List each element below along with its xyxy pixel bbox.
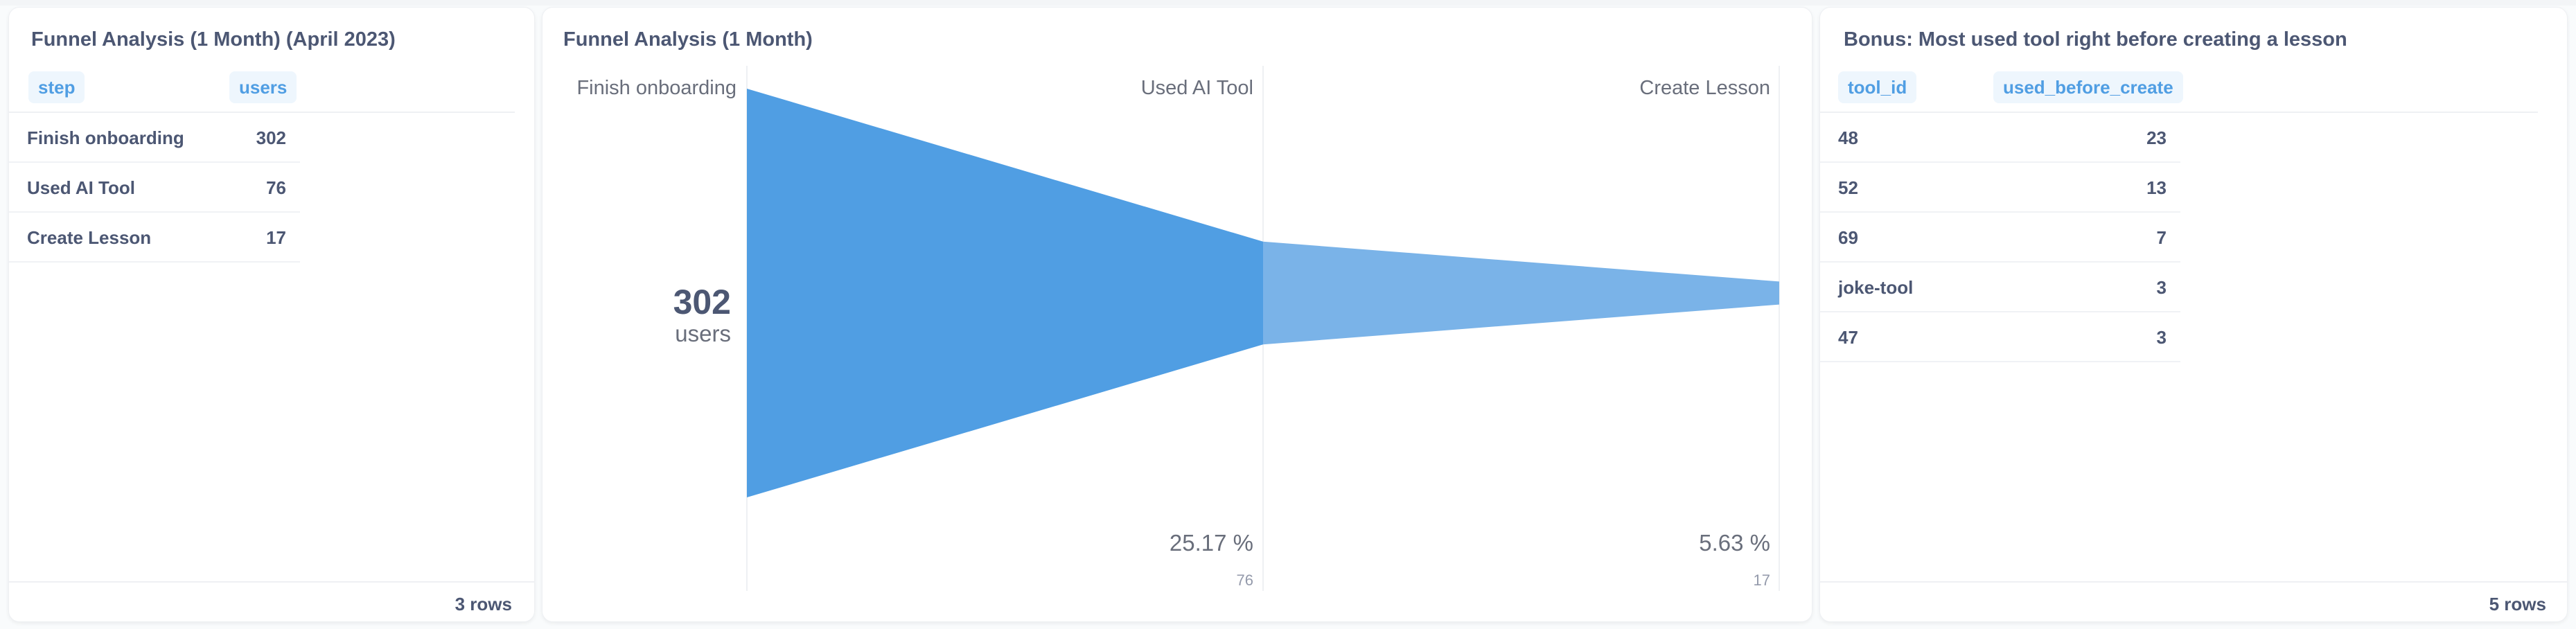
step-count: 76 xyxy=(1236,572,1253,589)
row-count: 5 rows xyxy=(2489,594,2546,614)
cell-used-before-create: 3 xyxy=(2156,277,2167,298)
column-header-step[interactable]: step xyxy=(28,71,85,103)
step-label-used-ai-tool: Used AI Tool xyxy=(1140,77,1253,99)
funnel-start-value: 302 xyxy=(673,283,731,321)
cell-used-before-create: 23 xyxy=(2146,127,2167,148)
table-row[interactable]: joke-tool 3 xyxy=(1820,263,2180,312)
table-row[interactable]: 48 23 xyxy=(1820,113,2180,163)
table-row[interactable]: 52 13 xyxy=(1820,163,2180,213)
step-label-create-lesson: Create Lesson xyxy=(1639,77,1770,99)
step-percentage: 25.17 % xyxy=(1169,530,1253,556)
funnel-segment-2[interactable] xyxy=(1263,241,1779,345)
table-row[interactable]: Used AI Tool 76 xyxy=(9,163,300,213)
funnel-start-unit: users xyxy=(675,321,731,346)
column-header-tool-id[interactable]: tool_id xyxy=(1838,71,1917,103)
funnel-table-card[interactable]: Funnel Analysis (1 Month) (April 2023) s… xyxy=(8,7,535,622)
step-label-finish-onboarding: Finish onboarding xyxy=(576,77,736,99)
funnel-chart-card[interactable]: Funnel Analysis (1 Month) Finish onboard… xyxy=(542,7,1812,622)
cell-step: Create Lesson xyxy=(27,227,152,248)
top-edge xyxy=(0,0,2576,6)
cell-step: Used AI Tool xyxy=(27,177,135,198)
cell-tool-id: 48 xyxy=(1838,127,1858,148)
table-header: step users xyxy=(28,71,513,103)
footer-divider xyxy=(1820,581,2567,583)
cell-users: 17 xyxy=(266,227,286,248)
row-count: 3 rows xyxy=(455,594,512,614)
table-row[interactable]: Finish onboarding 302 xyxy=(9,113,300,163)
table-row[interactable]: 47 3 xyxy=(1820,312,2180,362)
table-header: tool_id used_before_create xyxy=(1838,71,2531,103)
header-divider xyxy=(1820,112,2538,113)
tool-usage-table-card[interactable]: Bonus: Most used tool right before creat… xyxy=(1819,7,2568,622)
card-title[interactable]: Funnel Analysis (1 Month) xyxy=(563,28,813,51)
cell-users: 76 xyxy=(266,177,286,198)
cell-tool-id: joke-tool xyxy=(1838,277,1914,298)
funnel-chart xyxy=(746,66,1780,591)
card-title[interactable]: Funnel Analysis (1 Month) (April 2023) xyxy=(31,28,396,51)
column-header-used-before-create[interactable]: used_before_create xyxy=(1993,71,2183,103)
table-row[interactable]: Create Lesson 17 xyxy=(9,213,300,263)
footer-divider xyxy=(9,581,534,583)
header-divider xyxy=(9,112,515,113)
cell-tool-id: 52 xyxy=(1838,177,1858,198)
table-row[interactable]: 69 7 xyxy=(1820,213,2180,263)
step-count: 17 xyxy=(1753,572,1770,589)
cell-step: Finish onboarding xyxy=(27,127,184,148)
cell-used-before-create: 3 xyxy=(2156,327,2167,348)
card-title[interactable]: Bonus: Most used tool right before creat… xyxy=(1844,28,2347,51)
cell-tool-id: 69 xyxy=(1838,227,1858,248)
column-header-users[interactable]: users xyxy=(229,71,297,103)
cell-tool-id: 47 xyxy=(1838,327,1858,348)
step-percentage: 5.63 % xyxy=(1699,530,1770,556)
funnel-segment-1[interactable] xyxy=(747,89,1263,497)
cell-used-before-create: 13 xyxy=(2146,177,2167,198)
cell-used-before-create: 7 xyxy=(2156,227,2167,248)
cell-users: 302 xyxy=(256,127,286,148)
